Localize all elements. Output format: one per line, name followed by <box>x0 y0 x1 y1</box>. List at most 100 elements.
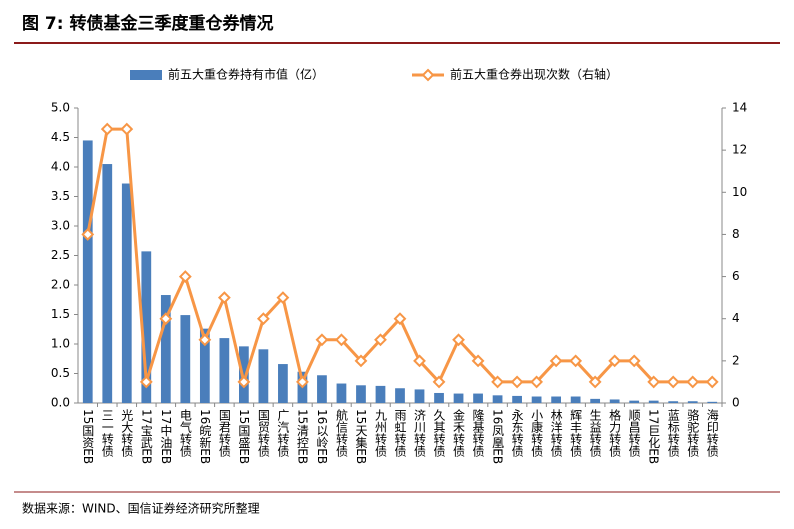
x-tick-label: 生益转债 <box>588 409 602 457</box>
line-marker <box>666 375 680 389</box>
bar <box>629 400 640 403</box>
line-marker <box>276 291 290 305</box>
y-tick-label: 0.0 <box>51 396 70 410</box>
bar <box>531 396 542 403</box>
line-marker <box>608 354 622 368</box>
line-marker <box>549 354 563 368</box>
x-tick-label: 林洋转债 <box>549 409 563 457</box>
y2-tick-label: 14 <box>732 101 747 115</box>
line-marker <box>198 333 212 347</box>
x-tick-label: 九州转债 <box>373 409 387 457</box>
line-marker <box>139 375 153 389</box>
x-tick-label: 永东转债 <box>510 409 524 457</box>
bar <box>82 140 93 403</box>
x-tick-label: 骆驼转债 <box>686 408 700 457</box>
bar <box>375 385 386 403</box>
line-marker <box>452 333 465 347</box>
line-marker <box>374 333 387 347</box>
bar <box>453 393 464 403</box>
x-tick-label: 航信转债 <box>334 408 348 457</box>
line-marker <box>569 354 583 368</box>
y-tick-label: 2.0 <box>51 278 70 292</box>
bar <box>239 346 249 403</box>
line-marker <box>471 354 485 368</box>
y2-tick-label: 10 <box>732 185 747 199</box>
source-note: 数据来源：WIND、国信证券经济研究所整理 <box>22 501 260 516</box>
y-tick-label: 3.0 <box>51 219 70 233</box>
x-tick-label: 16凤凰EB <box>491 409 505 464</box>
y-tick-label: 4.5 <box>51 130 70 144</box>
bar <box>687 401 698 403</box>
line-marker <box>510 375 524 389</box>
bar <box>278 364 288 403</box>
legend-marker <box>421 68 435 82</box>
legend-swatch <box>130 70 162 80</box>
bar <box>609 399 620 403</box>
bar <box>434 392 444 403</box>
line-marker <box>256 312 270 326</box>
legend-label: 前五大重仓券出现次数（右轴） <box>450 67 618 82</box>
x-tick-label: 海印转债 <box>705 408 719 457</box>
line-marker <box>705 375 719 389</box>
chart-title: 图 7: 转债基金三季度重仓券情况 <box>22 13 273 34</box>
line-marker <box>217 291 231 305</box>
x-tick-label: 17宝武EB <box>139 409 153 464</box>
bar <box>102 164 113 403</box>
bar <box>180 315 191 403</box>
line-marker <box>335 333 348 347</box>
x-tick-label: 16皖新EB <box>198 409 212 464</box>
x-tick-label: 国君转债 <box>217 409 231 457</box>
x-tick-label: 15国盛EB <box>237 409 251 464</box>
bar <box>668 401 679 403</box>
x-tick-label: 光大转债 <box>120 409 134 457</box>
bar <box>356 385 366 403</box>
x-tick-label: 金禾转债 <box>452 408 466 457</box>
bar <box>141 251 152 403</box>
x-tick-label: 济川转债 <box>413 408 427 457</box>
legend-label: 前五大重仓券持有市值（亿） <box>168 67 324 82</box>
line-marker <box>315 333 329 347</box>
bar <box>219 338 230 403</box>
bar <box>336 383 347 403</box>
x-tick-label: 久其转债 <box>432 409 446 457</box>
line-marker <box>413 354 426 368</box>
y-tick-label: 2.5 <box>51 248 70 262</box>
bar <box>258 349 269 403</box>
x-tick-label: 格力转债 <box>608 408 622 457</box>
bar <box>648 400 659 403</box>
x-tick-label: 15国资EB <box>81 409 95 464</box>
y2-tick-label: 12 <box>732 143 747 157</box>
bar <box>570 396 581 403</box>
line-marker <box>178 270 192 283</box>
y2-tick-label: 8 <box>732 227 740 241</box>
y-tick-label: 3.5 <box>51 189 70 203</box>
bar <box>317 375 327 403</box>
line-marker <box>120 122 134 136</box>
x-tick-label: 三一转债 <box>100 409 114 457</box>
bar <box>492 395 503 403</box>
line-marker <box>588 375 602 389</box>
x-tick-label: 顺昌转债 <box>627 409 641 457</box>
x-tick-label: 小康转债 <box>530 409 544 457</box>
line-marker <box>686 375 700 389</box>
line-marker <box>530 375 544 389</box>
x-tick-label: 15清控EB <box>295 409 309 464</box>
bar <box>414 389 425 403</box>
line-marker <box>627 354 641 368</box>
bar <box>707 401 718 403</box>
x-tick-label: 蓝标转债 <box>666 409 680 457</box>
bar <box>473 393 483 403</box>
line-marker <box>491 375 504 389</box>
x-tick-label: 隆基转债 <box>471 408 485 457</box>
line-marker <box>432 375 446 389</box>
x-tick-label: 雨虹转债 <box>393 409 407 457</box>
bar <box>395 388 405 403</box>
x-tick-label: 广汽转债 <box>276 409 290 457</box>
line-marker <box>100 122 114 136</box>
line-marker <box>354 354 368 368</box>
line-marker <box>81 228 95 241</box>
bar <box>121 183 132 403</box>
y-tick-label: 0.5 <box>51 366 70 380</box>
y2-tick-label: 6 <box>732 269 740 283</box>
